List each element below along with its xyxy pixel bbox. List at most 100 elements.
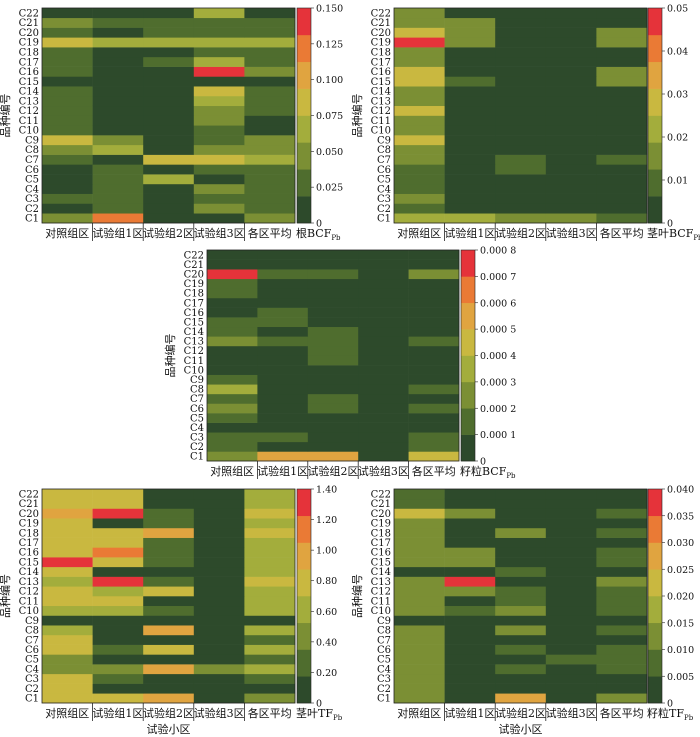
- colorbar-tick-label: 0.100: [316, 75, 343, 86]
- heat-cell-C20-5: [596, 27, 648, 38]
- y-tick-label: C3: [377, 194, 391, 205]
- heat-cell-C4-2: [92, 664, 144, 675]
- heat-cell-C9-4: [193, 615, 245, 626]
- heat-cell-C22-4: [545, 8, 597, 19]
- y-tick-label: C18: [371, 528, 391, 539]
- heat-cell-C10-4: [358, 365, 409, 375]
- x-tick-label: 试验组3区: [546, 706, 597, 720]
- heat-cell-C6-5: [408, 403, 460, 414]
- heat-cell-C20-2: [444, 27, 496, 38]
- heat-cell-C3-5: [596, 673, 648, 684]
- heat-cell-C10-3: [495, 605, 547, 616]
- colorbar-segment: [297, 142, 311, 170]
- x-tick-label: 对照组区: [45, 706, 89, 720]
- heat-cell-C16-5: [244, 547, 296, 558]
- colorbar: 0 0.025 0.050 0.075 0.100 0.125 0.150 根BCFPb: [296, 4, 343, 243]
- heat-cell-C20-4: [545, 27, 597, 38]
- colorbar-segment: [461, 250, 475, 277]
- y-tick-label: C1: [25, 214, 39, 225]
- heat-cell-C18-3: [495, 527, 547, 538]
- heat-cell-C19-5: [596, 37, 648, 48]
- heat-cell-C2-5: [408, 441, 460, 452]
- heat-cell-C1-3: [143, 213, 195, 224]
- heat-cell-C20-5: [244, 508, 296, 519]
- heat-cell-C9-3: [495, 135, 547, 146]
- heat-cell-C20-2: [92, 508, 144, 519]
- heat-cell-C11-3: [307, 355, 359, 366]
- colorbar-segment: [648, 8, 662, 36]
- heat-cell-C18-5: [596, 47, 648, 58]
- x-tick-label: 试验组2区: [495, 706, 546, 720]
- heat-cell-C9-1: [42, 135, 93, 146]
- heat-cell-C8-1: [207, 384, 258, 395]
- heat-cell-C21-1: [42, 498, 93, 509]
- x-tick-label: 试验组3区: [546, 226, 597, 240]
- y-tick-label: C2: [25, 684, 39, 695]
- heat-cell-C18-5: [408, 288, 460, 299]
- heat-cell-C10-4: [545, 125, 597, 136]
- heat-cell-C6-4: [193, 164, 245, 175]
- y-tick-label: C20: [371, 28, 391, 39]
- heat-cell-C12-1: [42, 105, 93, 116]
- heat-cell-C22-4: [193, 489, 245, 500]
- y-tick-label: C17: [19, 538, 39, 549]
- heat-cell-C22-3: [495, 8, 547, 19]
- x-tick-label: 试验组1区: [92, 226, 143, 240]
- heat-cell-C20-2: [92, 27, 144, 38]
- heat-cell-C6-1: [207, 403, 258, 414]
- heat-cell-C16-1: [42, 66, 93, 77]
- colorbar-tick-label: 0.20: [316, 668, 337, 679]
- y-tick-label: C22: [371, 489, 391, 500]
- heat-cell-C12-5: [596, 105, 648, 116]
- y-tick-label: C7: [377, 155, 391, 166]
- heat-cell-C10-1: [207, 365, 258, 375]
- heat-cell-C1-5: [244, 213, 296, 224]
- heat-cell-C22-2: [444, 489, 496, 500]
- heat-cell-C6-3: [307, 403, 359, 414]
- heat-cell-C6-3: [495, 164, 547, 175]
- heat-cell-C22-4: [545, 489, 597, 500]
- heat-cell-C20-3: [495, 27, 547, 38]
- colorbar-segment: [461, 381, 475, 409]
- heat-cell-C12-2: [92, 586, 144, 597]
- heat-cell-C11-5: [244, 115, 296, 126]
- heat-cell-C13-5: [596, 576, 648, 587]
- heat-cell-C22-1: [394, 8, 445, 19]
- heat-cell-C5-1: [207, 413, 258, 423]
- heat-cell-C13-5: [408, 336, 460, 347]
- heat-cell-C9-2: [444, 135, 496, 146]
- colorbar-tick-label: 0: [667, 699, 673, 710]
- y-tick-label: C2: [190, 442, 204, 453]
- heat-cell-C13-5: [596, 95, 648, 107]
- heat-cell-C5-2: [92, 654, 144, 665]
- y-axis-title: 品种编号: [163, 334, 177, 378]
- heat-cell-C4-2: [257, 422, 309, 433]
- heat-cell-C16-2: [92, 66, 144, 77]
- heat-cell-C2-3: [307, 441, 359, 452]
- heat-cell-C17-4: [358, 297, 409, 308]
- y-tick-label: C15: [371, 557, 391, 568]
- heat-cell-C14-4: [193, 86, 245, 97]
- heat-cell-C19-3: [143, 37, 195, 48]
- heat-cell-C2-5: [596, 203, 648, 214]
- y-tick-label: C16: [19, 67, 39, 78]
- y-tick-label: C15: [184, 317, 204, 328]
- heat-cell-C17-5: [244, 537, 296, 548]
- heat-cell-C14-4: [545, 86, 597, 97]
- colorbar-segment: [461, 329, 475, 356]
- heat-cell-C11-2: [257, 355, 309, 366]
- heat-cell-C12-4: [545, 586, 597, 597]
- heat-cell-C20-5: [408, 269, 460, 280]
- heat-cell-C15-3: [143, 557, 195, 568]
- heat-cell-C16-1: [394, 66, 445, 77]
- heat-cell-C17-1: [42, 537, 93, 548]
- heat-cell-C4-2: [92, 183, 144, 194]
- y-tick-label: C9: [377, 135, 391, 146]
- heat-cell-C8-4: [358, 384, 409, 395]
- heat-cell-C21-2: [92, 498, 144, 509]
- y-tick-label: C11: [371, 596, 391, 607]
- y-tick-label: C4: [25, 184, 39, 195]
- y-tick-label: C17: [371, 538, 391, 549]
- heat-cell-C2-4: [545, 203, 597, 214]
- y-tick-label: C18: [19, 47, 39, 58]
